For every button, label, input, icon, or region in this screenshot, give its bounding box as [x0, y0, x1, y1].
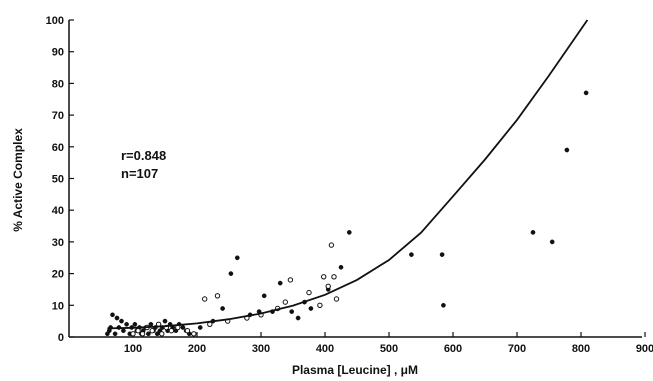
x-tick-label: 600 [444, 343, 462, 355]
filled-data-point [409, 252, 414, 257]
filled-data-point [220, 306, 225, 311]
filled-data-point [148, 321, 154, 327]
x-tick-label: 200 [188, 343, 206, 355]
filled-data-point [289, 309, 295, 314]
y-tick-label: 70 [52, 110, 64, 122]
filled-data-point [308, 306, 314, 311]
open-data-point [130, 331, 136, 337]
filled-data-point [112, 331, 118, 337]
x-tick-label: 900 [636, 343, 653, 355]
filled-data-point [277, 280, 283, 286]
filled-data-point [132, 321, 138, 327]
x-tick-label: 800 [572, 343, 590, 355]
correlation-annotation: r=0.848 [121, 148, 166, 163]
filled-data-point [564, 147, 570, 153]
open-data-point [135, 328, 141, 334]
filled-data-point [124, 321, 129, 327]
open-data-point [168, 328, 175, 334]
sample-size-annotation: n=107 [121, 166, 158, 181]
x-tick-label: 100 [124, 343, 142, 355]
y-tick-label: 10 [52, 300, 64, 312]
filled-data-point [295, 315, 301, 321]
filled-data-point [441, 302, 446, 308]
open-data-point [331, 274, 337, 280]
y-axis-title: % Active Complex [11, 128, 25, 232]
y-tick-label: 30 [52, 237, 64, 249]
filled-data-point [549, 239, 555, 245]
filled-data-point [114, 315, 120, 321]
open-data-point [191, 331, 197, 337]
filled-data-point [338, 264, 344, 270]
open-data-point [202, 296, 208, 302]
open-data-point [184, 328, 191, 334]
filled-data-point [119, 318, 124, 324]
open-data-point [214, 293, 221, 299]
filled-data-point [197, 325, 203, 330]
regression-curve [107, 19, 589, 330]
data-series [105, 19, 589, 337]
open-data-point [159, 331, 165, 337]
open-data-point [321, 274, 327, 280]
open-data-point [282, 299, 288, 305]
x-ticks: 100 200 300 400 500 600 700 800 900 [124, 332, 653, 355]
filled-data-point [346, 230, 352, 235]
filled-data-point [121, 328, 126, 334]
filled-data-point [583, 90, 589, 96]
open-data-point [328, 242, 335, 248]
y-tick-label: 100 [46, 15, 64, 27]
filled-data-point [110, 312, 115, 318]
x-tick-label: 700 [508, 343, 526, 355]
y-tick-label: 40 [52, 205, 64, 217]
x-tick-label: 400 [316, 343, 334, 355]
open-data-point [333, 296, 340, 302]
open-data-point [317, 302, 323, 308]
filled-data-point [146, 331, 151, 337]
filled-data-point [228, 271, 234, 276]
y-tick-label: 50 [52, 174, 64, 186]
open-data-point [149, 328, 155, 334]
y-tick-label: 0 [58, 332, 64, 344]
filled-data-point [439, 252, 445, 257]
filled-data-point [234, 255, 240, 261]
y-tick-label: 90 [52, 47, 64, 59]
y-tick-label: 60 [52, 142, 64, 154]
y-tick-label: 80 [52, 78, 64, 90]
x-axis-title: Plasma [Leucine] , μM [292, 363, 418, 377]
filled-data-point [530, 230, 536, 235]
open-data-point [139, 331, 146, 337]
filled-data-point [180, 325, 186, 330]
open-data-point [306, 289, 312, 296]
x-tick-label: 300 [252, 343, 270, 355]
y-tick-label: 20 [52, 269, 64, 281]
open-data-point [287, 277, 294, 283]
open-data-point [325, 283, 331, 289]
y-ticks: 0 10 20 30 40 50 60 70 80 90 100 [46, 15, 74, 344]
x-tick-label: 500 [380, 343, 398, 355]
filled-data-point [162, 318, 168, 324]
filled-data-point [261, 293, 267, 299]
